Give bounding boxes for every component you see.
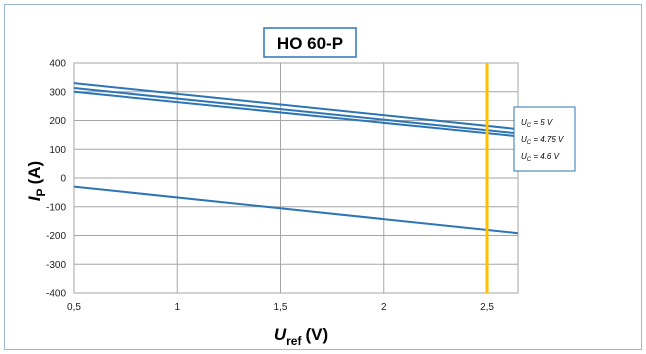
series-line [73, 87, 519, 135]
x-axis-unit: (V) [305, 325, 328, 344]
series-layer [73, 63, 519, 293]
y-tick-label: -400 [46, 289, 66, 300]
y-tick-label: 0 [60, 174, 66, 185]
x-tick-label: 0,5 [67, 302, 81, 313]
legend-entry: UC = 4.6 V [521, 152, 560, 163]
x-axis-subscript: ref [286, 334, 302, 348]
x-tick-label: 1 [174, 302, 180, 313]
series-line [73, 90, 519, 138]
x-axis-label: Uref (V) [274, 325, 328, 348]
series-line [73, 82, 519, 131]
x-tick-labels: 0,5 1 1,5 2 2,5 [67, 302, 494, 313]
y-tick-label: 300 [49, 87, 66, 98]
y-axis-subscript: P [34, 188, 48, 196]
series-line [73, 185, 519, 235]
y-tick-label: 200 [49, 116, 66, 127]
y-axis-unit: (A) [25, 161, 44, 185]
y-tick-label: 400 [49, 59, 66, 70]
svg-text:IP(A): IP (A) [25, 161, 48, 201]
x-tick-label: 2,5 [480, 302, 494, 313]
title-box [263, 27, 357, 58]
y-tick-labels: 400 300 200 100 0 -100 -200 -300 -400 [46, 59, 66, 300]
y-tick-label: -100 [46, 202, 66, 213]
y-axis-label: IP (A) [25, 161, 48, 201]
legend-entry: UC = 5 V [521, 118, 553, 129]
y-axis-symbol: I [25, 195, 44, 201]
legend-entries: UC = 5 V UC = 4.75 V UC = 4.6 V [521, 118, 564, 163]
legend-entry: UC = 4.75 V [521, 135, 564, 146]
y-tick-label: 100 [49, 145, 66, 156]
x-tick-label: 1,5 [274, 302, 288, 313]
chart-title: HO 60-P [277, 34, 343, 53]
legend-box [513, 106, 576, 172]
y-tick-label: -300 [46, 260, 66, 271]
y-tick-label: -200 [46, 231, 66, 242]
x-tick-label: 2 [381, 302, 387, 313]
x-axis-symbol: U [274, 325, 287, 344]
